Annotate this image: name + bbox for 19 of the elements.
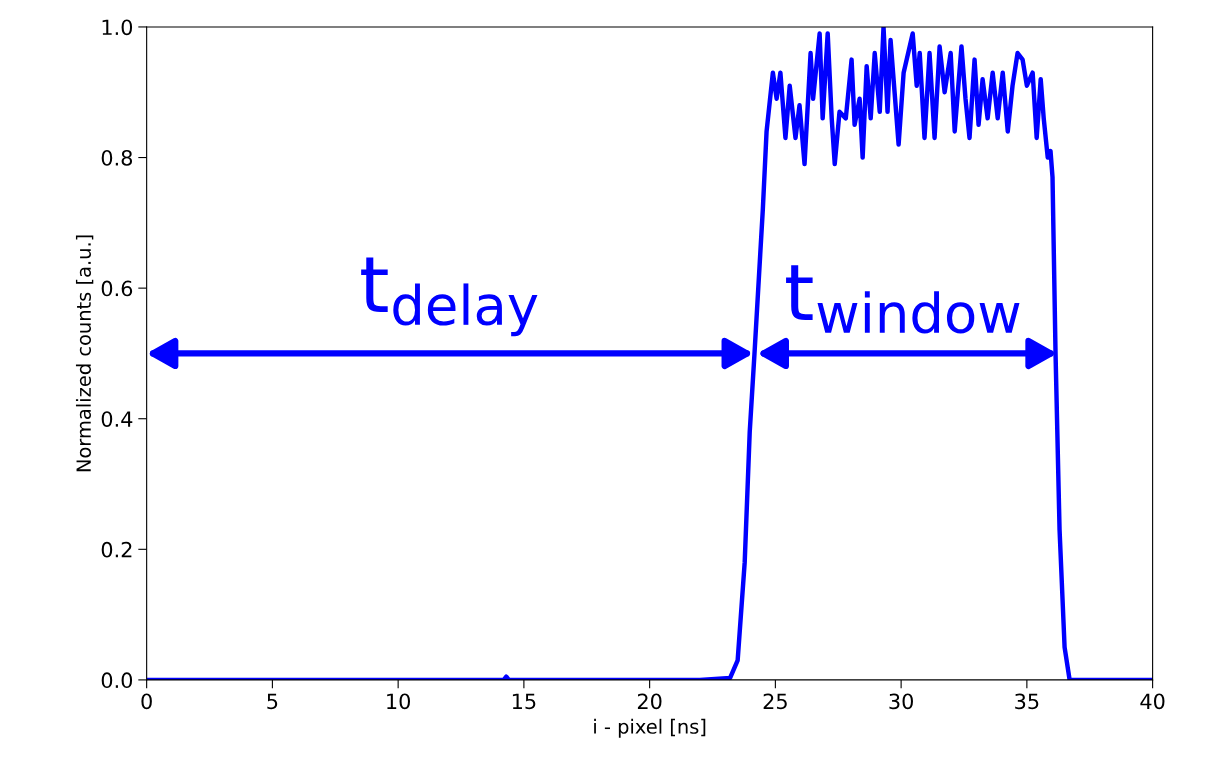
x-axis-title: i - pixel [ns] [594, 718, 706, 738]
x-tick-label: 35 [1015, 693, 1039, 710]
x-tick-label: 0 [141, 693, 152, 710]
y-tick-label: 0.0 [101, 672, 133, 689]
x-tick-label: 5 [267, 693, 278, 710]
x-tick-label: 25 [763, 693, 787, 710]
y-tick-label: 0.2 [101, 541, 132, 558]
annotation: t$_{window}$ [786, 265, 1020, 334]
y-tick-label: 1.0 [102, 19, 133, 36]
x-tick-label: 20 [637, 693, 662, 710]
y-tick-label: 0.6 [101, 280, 133, 297]
y-tick-label: 0.4 [101, 411, 133, 427]
y-axis-title: Normalized counts [a.u.] [75, 235, 94, 472]
x-tick-label: 30 [889, 693, 913, 710]
x-tick-label: 40 [1140, 693, 1165, 710]
y-tick-label: 0.8 [101, 149, 133, 166]
annotation: t$_{delay}$ [361, 257, 538, 337]
x-tick-label: 15 [512, 693, 536, 710]
x-tick-label: 10 [387, 693, 411, 710]
